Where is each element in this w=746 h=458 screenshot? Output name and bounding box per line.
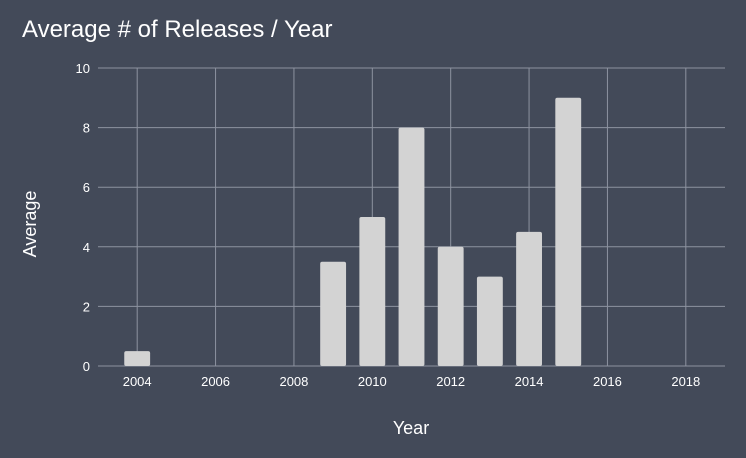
bar-2013 [476,276,503,366]
bar-2012 [437,246,464,366]
y-tick-label: 2 [83,299,90,314]
y-tick-label: 8 [83,121,90,136]
y-tick-label: 10 [76,61,90,76]
y-axis-ticks: 0 2 4 6 8 10 [76,61,90,374]
y-tick-label: 4 [83,240,90,255]
y-tick-label: 6 [83,180,90,195]
bar-2011 [398,127,425,366]
chart-title: Average # of Releases / Year [22,16,333,43]
x-tick-label: 2018 [671,374,700,389]
x-tick-label: 2012 [436,374,465,389]
x-axis-ticks: 2004 2006 2008 2010 2012 2014 2016 2018 [123,374,701,389]
x-tick-label: 2006 [201,374,230,389]
x-tick-label: 2004 [123,374,152,389]
x-tick-label: 2010 [358,374,387,389]
bars [124,97,582,367]
x-tick-label: 2016 [593,374,622,389]
bar-2010 [359,217,386,366]
x-tick-label: 2008 [279,374,308,389]
x-tick-label: 2014 [515,374,544,389]
bar-2004 [124,351,151,366]
y-tick-label: 0 [83,359,90,374]
bar-2015 [555,97,582,367]
x-axis-label: Year [393,418,429,438]
y-axis-label: Average [20,191,40,258]
bar-2014 [516,231,542,366]
bar-2009 [320,261,347,366]
